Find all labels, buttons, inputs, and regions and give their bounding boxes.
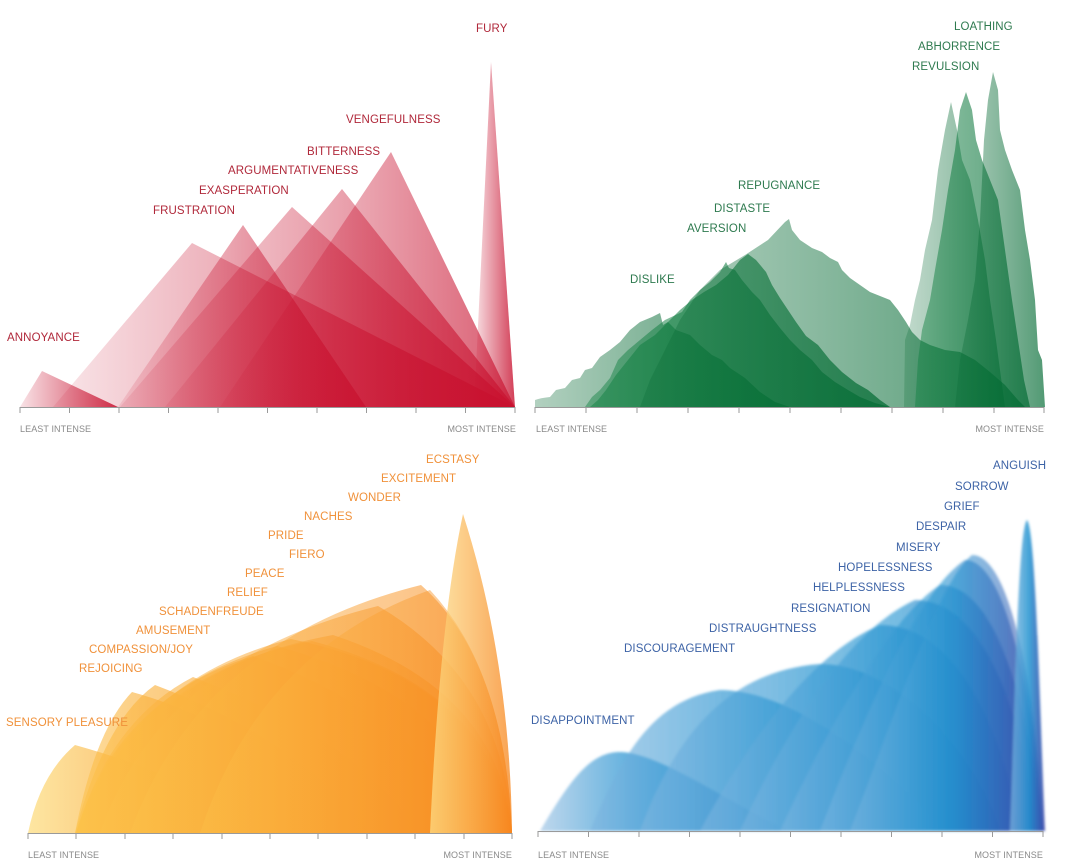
enjoyment-labels: ECSTASY EXCITEMENT WONDER NACHES PRIDE F…: [6, 454, 480, 729]
label-abhorrence: ABHORRENCE: [918, 41, 1000, 53]
label-helplessness: HELPLESSNESS: [813, 582, 905, 594]
anger-x-axis: LEAST INTENSE MOST INTENSE: [19, 407, 516, 434]
label-distraughtness: DISTRAUGHTNESS: [709, 623, 817, 635]
area-anguish: [1010, 520, 1045, 831]
label-grief: GRIEF: [944, 501, 980, 513]
axis-label-most: MOST INTENSE: [974, 850, 1043, 860]
label-sorrow: SORROW: [955, 481, 1009, 493]
label-despair: DESPAIR: [916, 521, 966, 533]
disgust-chart: LEAST INTENSE MOST INTENSE LOATHING ABHO…: [534, 21, 1045, 434]
label-misery: MISERY: [896, 542, 941, 554]
anger-chart: LEAST INTENSE MOST INTENSE FURY VENGEFUL…: [7, 23, 516, 434]
label-schadenfreude: SCHADENFREUDE: [159, 606, 264, 618]
label-amusement: AMUSEMENT: [136, 625, 210, 637]
disgust-labels: LOATHING ABHORRENCE REVULSION REPUGNANCE…: [630, 21, 1013, 286]
label-argumentativeness: ARGUMENTATIVENESS: [228, 165, 359, 177]
label-annoyance: ANNOYANCE: [7, 332, 80, 344]
axis-label-most: MOST INTENSE: [447, 424, 516, 434]
label-wonder: WONDER: [348, 492, 401, 504]
label-fiero: FIERO: [289, 549, 325, 561]
label-pride: PRIDE: [268, 530, 304, 542]
anger-labels: FURY VENGEFULNESS BITTERNESS ARGUMENTATI…: [7, 23, 508, 344]
axis-label-least: LEAST INTENSE: [28, 850, 99, 860]
area-ecstasy: [430, 514, 512, 833]
sadness-areas: [540, 520, 1045, 831]
label-distaste: DISTASTE: [714, 203, 770, 215]
axis-label-least: LEAST INTENSE: [20, 424, 91, 434]
anger-areas: [20, 62, 515, 407]
label-repugnance: REPUGNANCE: [738, 180, 820, 192]
enjoyment-chart: LEAST INTENSE MOST INTENSE ECSTASY EXCIT…: [6, 454, 513, 860]
label-vengefulness: VENGEFULNESS: [346, 114, 441, 126]
label-relief: RELIEF: [227, 587, 268, 599]
label-bitterness: BITTERNESS: [307, 146, 380, 158]
axis-label-most: MOST INTENSE: [975, 424, 1044, 434]
disgust-x-axis: LEAST INTENSE MOST INTENSE: [534, 407, 1045, 434]
sadness-x-axis: LEAST INTENSE MOST INTENSE: [537, 831, 1044, 860]
label-hopelessness: HOPELESSNESS: [838, 562, 933, 574]
sadness-labels: ANGUISH SORROW GRIEF DESPAIR MISERY HOPE…: [531, 460, 1046, 727]
label-peace: PEACE: [245, 568, 285, 580]
label-dislike: DISLIKE: [630, 274, 675, 286]
label-anguish: ANGUISH: [993, 460, 1046, 472]
axis-label-most: MOST INTENSE: [443, 850, 512, 860]
sadness-chart: LEAST INTENSE MOST INTENSE ANGUISH SORRO…: [531, 460, 1046, 860]
label-disappointment: DISAPPOINTMENT: [531, 715, 635, 727]
axis-label-least: LEAST INTENSE: [538, 850, 609, 860]
label-excitement: EXCITEMENT: [381, 473, 456, 485]
label-aversion: AVERSION: [687, 223, 746, 235]
label-discouragement: DISCOURAGEMENT: [624, 643, 735, 655]
label-resignation: RESIGNATION: [791, 603, 870, 615]
disgust-areas: [535, 72, 1045, 407]
enjoyment-areas: [28, 514, 512, 833]
area-despair: [850, 555, 1043, 831]
label-loathing: LOATHING: [954, 21, 1013, 33]
label-compassion-joy: COMPASSION/JOY: [89, 644, 193, 656]
label-revulsion: REVULSION: [912, 61, 979, 73]
label-exasperation: EXASPERATION: [199, 185, 289, 197]
area-fury: [474, 62, 515, 407]
label-sensory-pleasure: SENSORY PLEASURE: [6, 717, 128, 729]
enjoyment-x-axis: LEAST INTENSE MOST INTENSE: [27, 833, 513, 860]
label-rejoicing: REJOICING: [79, 663, 143, 675]
label-fury: FURY: [476, 23, 508, 35]
label-frustration: FRUSTRATION: [153, 205, 235, 217]
label-ecstasy: ECSTASY: [426, 454, 480, 466]
area-loathing: [955, 72, 1045, 407]
axis-label-least: LEAST INTENSE: [536, 424, 607, 434]
area-vengefulness: [220, 152, 515, 407]
label-naches: NACHES: [304, 511, 353, 523]
